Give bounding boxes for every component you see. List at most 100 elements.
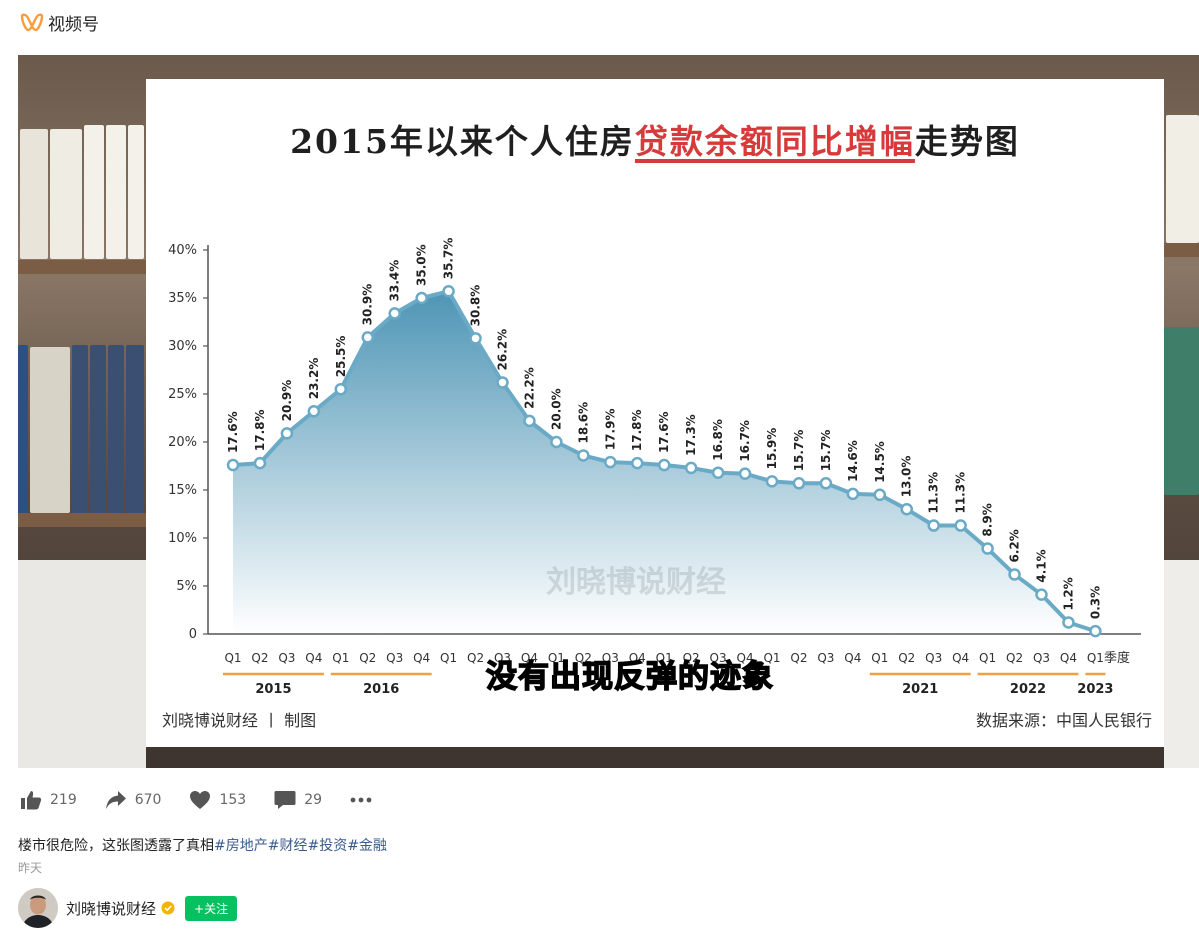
data-label: 20.0% bbox=[549, 388, 563, 430]
author-row: 刘晓博说财经 +关注 bbox=[18, 888, 238, 928]
hashtag[interactable]: #财经 bbox=[267, 838, 308, 854]
data-point bbox=[711, 466, 725, 479]
book bbox=[50, 129, 82, 259]
share-count: 670 bbox=[134, 792, 162, 808]
data-point bbox=[415, 291, 428, 305]
chart-title-highlight: 贷款余额同比增幅 bbox=[634, 122, 915, 161]
data-label: 4.1% bbox=[1035, 549, 1049, 582]
data-point bbox=[846, 487, 860, 501]
data-point bbox=[388, 307, 401, 320]
data-label: 11.3% bbox=[927, 472, 941, 514]
x-tick-label: Q3 bbox=[1033, 651, 1050, 665]
x-tick-label: Q3 bbox=[278, 651, 295, 665]
data-point bbox=[900, 502, 913, 516]
data-point bbox=[631, 456, 644, 470]
data-label: 17.8% bbox=[630, 409, 644, 451]
x-tick-label: Q4 bbox=[413, 651, 430, 665]
video-player[interactable]: 2015年以来个人住房贷款余额同比增幅走势图 0 5% 10% 15% 20% 25% 30… bbox=[18, 55, 1199, 768]
data-label: 17.9% bbox=[603, 409, 617, 451]
favorite-count: 153 bbox=[219, 792, 247, 808]
data-label: 17.6% bbox=[657, 411, 671, 453]
data-point bbox=[226, 458, 240, 472]
x-tick-label: Q2 bbox=[790, 651, 807, 665]
data-point bbox=[1089, 624, 1102, 638]
book bbox=[128, 125, 144, 259]
data-label: 0.3% bbox=[1088, 586, 1102, 619]
like-button[interactable]: 219 bbox=[20, 790, 77, 810]
data-label: 11.3% bbox=[954, 472, 968, 514]
data-label: 15.9% bbox=[765, 428, 779, 470]
x-tick-label: Q4 bbox=[737, 651, 754, 665]
comment-button[interactable]: 29 bbox=[274, 790, 322, 810]
favorite-button[interactable]: 153 bbox=[189, 790, 246, 810]
x-tick-label: Q2 bbox=[467, 651, 484, 665]
area-chart: 0 5% 10% 15% 20% 25% 30% 35% 40% 17.6% Q1 17.8% Q2 20… bbox=[168, 238, 1141, 697]
data-point bbox=[550, 435, 563, 449]
data-point bbox=[604, 455, 617, 469]
book bbox=[20, 129, 48, 259]
bookshelf-board bbox=[1164, 243, 1199, 257]
thumb-up-icon bbox=[21, 791, 42, 810]
hashtag[interactable]: #投资 bbox=[307, 838, 348, 854]
avatar[interactable] bbox=[18, 888, 58, 928]
x-tick-label: Q1 bbox=[332, 651, 349, 665]
data-point bbox=[280, 427, 294, 440]
data-point bbox=[523, 414, 536, 428]
data-point bbox=[1035, 588, 1048, 601]
top-bar: 视频号 bbox=[0, 0, 1199, 44]
x-tick-label: Q2 bbox=[898, 651, 915, 665]
data-label: 26.2% bbox=[496, 329, 510, 371]
data-source: 数据来源：中国人民银行 bbox=[975, 711, 1152, 730]
x-tick-label: Q1 bbox=[548, 651, 565, 665]
year-label: 2015 bbox=[255, 682, 291, 697]
data-label: 14.5% bbox=[873, 441, 887, 483]
app-logo[interactable]: 视频号 bbox=[20, 10, 99, 35]
y-tick-label: 40% bbox=[168, 243, 197, 258]
comment-icon bbox=[274, 791, 296, 809]
x-tick-label: Q3 bbox=[925, 651, 942, 665]
hashtag[interactable]: #金融 bbox=[347, 838, 387, 854]
y-tick-label: 15% bbox=[168, 483, 197, 498]
post-time: 昨天 bbox=[18, 861, 43, 875]
data-label: 22.2% bbox=[522, 367, 536, 409]
share-icon bbox=[105, 791, 126, 809]
y-tick-label: 35% bbox=[168, 291, 197, 306]
data-label: 17.8% bbox=[253, 409, 267, 451]
heart-icon bbox=[190, 791, 211, 809]
author-name[interactable]: 刘晓博说财经 bbox=[66, 899, 157, 918]
book bbox=[18, 345, 28, 513]
chart-area-fill bbox=[233, 291, 1096, 634]
data-label: 15.7% bbox=[819, 430, 833, 472]
x-tick-label: Q2 bbox=[1006, 651, 1023, 665]
action-bar: 219 670 153 29 bbox=[20, 790, 400, 810]
data-label: 1.2% bbox=[1061, 577, 1075, 610]
year-label: 2016 bbox=[363, 682, 399, 697]
data-label: 18.6% bbox=[576, 402, 590, 444]
data-label: 16.7% bbox=[738, 420, 752, 462]
data-label: 14.6% bbox=[846, 440, 860, 482]
book bbox=[1166, 115, 1199, 243]
x-tick-label: Q4 bbox=[844, 651, 861, 665]
data-label: 23.2% bbox=[307, 358, 321, 400]
data-point bbox=[361, 331, 374, 344]
chart-title-before: 2015年以来个人住房 bbox=[290, 122, 635, 161]
y-tick-label: 5% bbox=[176, 579, 197, 594]
data-point bbox=[792, 477, 806, 490]
book bbox=[126, 345, 144, 513]
more-button[interactable] bbox=[350, 797, 372, 803]
data-point bbox=[577, 449, 590, 462]
book bbox=[90, 345, 106, 513]
data-point bbox=[819, 477, 833, 490]
x-tick-label: Q2 bbox=[683, 651, 700, 665]
bookshelf-board bbox=[18, 260, 146, 274]
data-point bbox=[496, 376, 509, 389]
follow-button[interactable]: +关注 bbox=[185, 895, 238, 921]
data-label: 30.9% bbox=[361, 284, 375, 326]
y-tick-label: 10% bbox=[168, 531, 197, 546]
share-button[interactable]: 670 bbox=[105, 790, 162, 810]
y-tick-label: 30% bbox=[168, 339, 197, 354]
chart-title-after: 走势图 bbox=[914, 122, 1020, 161]
data-point bbox=[253, 456, 267, 470]
hashtag[interactable]: #房地产 bbox=[214, 838, 268, 854]
y-tick-label: 25% bbox=[168, 387, 197, 402]
